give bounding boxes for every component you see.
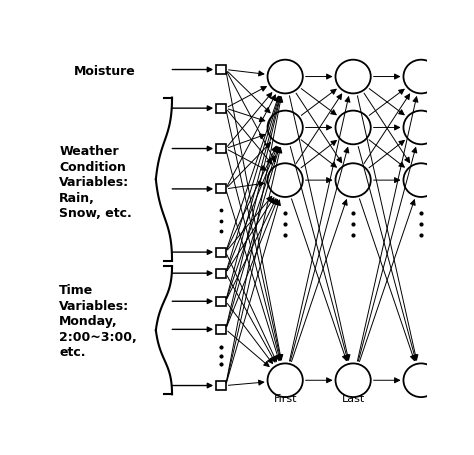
Bar (216, 104, 226, 113)
Text: Last: Last (341, 393, 365, 403)
Text: First: First (273, 393, 297, 403)
Bar (216, 325, 226, 334)
Text: Weather
Condition
Variables:
Rain,
Snow, etc.: Weather Condition Variables: Rain, Snow,… (59, 145, 132, 220)
Bar (216, 185, 226, 194)
Bar (216, 145, 226, 154)
Bar (216, 66, 226, 75)
Bar (216, 297, 226, 306)
Bar (216, 269, 226, 278)
Text: Time
Variables:
Monday,
2:00~3:00,
etc.: Time Variables: Monday, 2:00~3:00, etc. (59, 283, 137, 358)
Text: Moisture: Moisture (74, 65, 136, 78)
Bar (216, 381, 226, 390)
Bar (216, 248, 226, 257)
